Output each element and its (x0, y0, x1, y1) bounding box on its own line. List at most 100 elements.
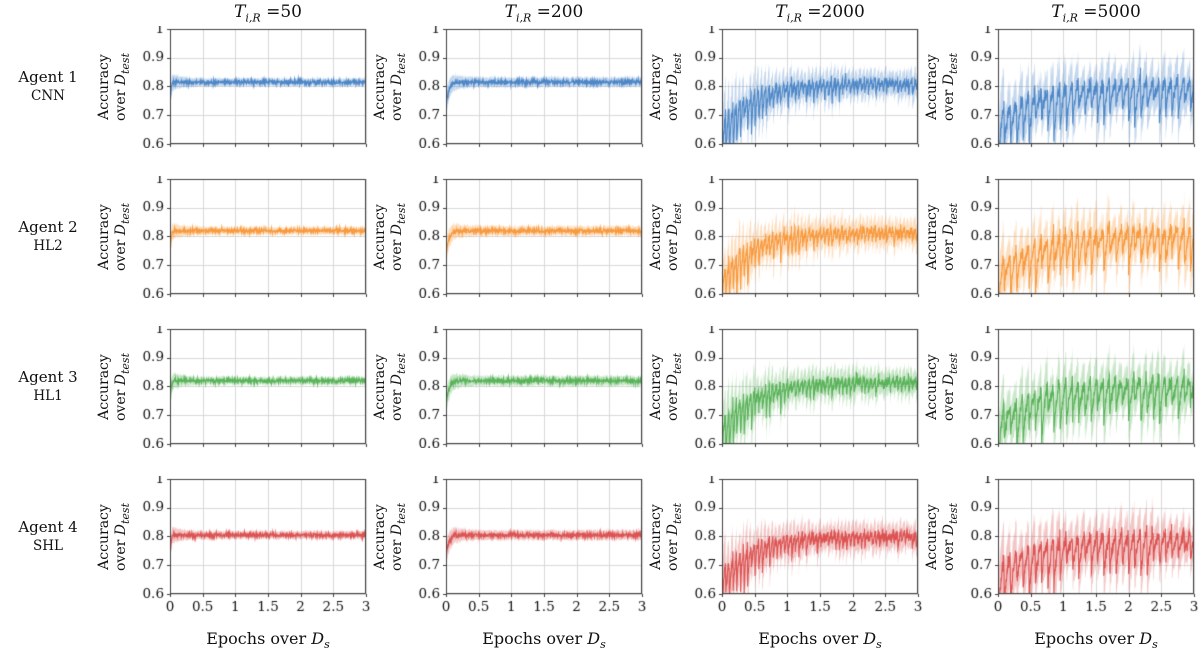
y-axis-label: Accuracy over Dtest (372, 326, 412, 448)
x-axis-label-col3: Epochs over Ds (758, 628, 882, 652)
subplot-agent4-T50: Accuracy over Dtest (96, 476, 372, 626)
script-D: D (113, 224, 129, 236)
y-label-line1: Accuracy (96, 354, 112, 420)
title-subscript: i,R (1062, 11, 1078, 25)
y-label-line1: Accuracy (96, 504, 112, 570)
y-label-line1: Accuracy (372, 54, 388, 120)
y-label-line2: over Dtest (941, 203, 960, 271)
y-axis-label: Accuracy over Dtest (924, 476, 964, 598)
script-D: D (389, 224, 405, 236)
plot-canvas-agent2-T50 (136, 176, 372, 298)
y-axis-label: Accuracy over Dtest (648, 26, 688, 148)
agent-row-3: Agent 3 HL1 Accuracy over Dtest Accuracy over… (0, 326, 1200, 448)
subplot-agent3-T200: Accuracy over Dtest (372, 326, 648, 448)
y-label-line1: Accuracy (372, 504, 388, 570)
column-title-T200: Ti,R =200 (372, 2, 648, 24)
y-label-line1: Accuracy (924, 204, 940, 270)
y-axis-label: Accuracy over Dtest (924, 326, 964, 448)
y-label-line2: over Dtest (389, 203, 408, 271)
script-D: D (587, 628, 601, 648)
subplot-agent3-T5000: Accuracy over Dtest (924, 326, 1200, 448)
agent-name: Agent 3 (18, 368, 78, 386)
x-axis-labels-row: Epochs over Ds Epochs over Ds Epochs over … (0, 626, 1200, 654)
script-D: D (941, 524, 957, 536)
x-axis-label-col2: Epochs over Ds (482, 628, 606, 652)
y-label-line1: Accuracy (648, 504, 664, 570)
title-subscript: i,R (515, 11, 532, 25)
y-label-line2: over Dtest (389, 503, 408, 571)
y-label-line1: Accuracy (648, 204, 664, 270)
plot-canvas-agent1-T50 (136, 26, 372, 148)
script-D: D (113, 374, 129, 386)
y-label-line1: Accuracy (924, 504, 940, 570)
script-D: D (113, 524, 129, 536)
y-label-line1: Accuracy (372, 354, 388, 420)
plot-canvas-agent3-T5000 (964, 326, 1200, 448)
subplot-agent4-T2000: Accuracy over Dtest (648, 476, 924, 626)
title-symbol: T (775, 1, 787, 22)
plot-canvas-agent2-T5000 (964, 176, 1200, 298)
title-value: =50 (266, 1, 302, 22)
y-label-line2: over Dtest (665, 203, 684, 271)
script-D: D (1139, 628, 1153, 648)
script-D: D (941, 74, 957, 86)
y-label-line2: over Dtest (665, 53, 684, 121)
subplot-agent2-T50: Accuracy over Dtest (96, 176, 372, 298)
title-value: =200 (536, 1, 584, 22)
agent-label-3: Agent 3 HL1 (0, 326, 96, 448)
title-value: =5000 (1083, 1, 1141, 22)
plot-canvas-agent2-T2000 (688, 176, 924, 298)
y-axis-label: Accuracy over Dtest (372, 26, 412, 148)
agent-row-4: Agent 4 SHL Accuracy over Dtest Accuracy over… (0, 476, 1200, 626)
subplot-agent4-T5000: Accuracy over Dtest (924, 476, 1200, 626)
agent-arch: HL1 (33, 388, 63, 404)
script-D: D (665, 524, 681, 536)
y-axis-label: Accuracy over Dtest (648, 176, 688, 298)
subplot-agent1-T2000: Accuracy over Dtest (648, 26, 924, 148)
script-D: D (389, 374, 405, 386)
y-axis-label: Accuracy over Dtest (96, 476, 136, 598)
title-symbol: T (1051, 1, 1063, 22)
x-axis-label-col4: Epochs over Ds (1034, 628, 1158, 652)
subplot-agent1-T5000: Accuracy over Dtest (924, 26, 1200, 148)
y-label-line1: Accuracy (924, 54, 940, 120)
column-title-T50: Ti,R =50 (96, 2, 372, 24)
y-axis-label: Accuracy over Dtest (96, 176, 136, 298)
y-label-line2: over Dtest (113, 353, 132, 421)
agent-label-2: Agent 2 HL2 (0, 176, 96, 298)
y-label-line2: over Dtest (113, 503, 132, 571)
agent-label-4: Agent 4 SHL (0, 476, 96, 598)
agent-row-1: Agent 1 CNN Accuracy over Dtest Accuracy over… (0, 26, 1200, 148)
y-axis-label: Accuracy over Dtest (924, 176, 964, 298)
column-titles-row: Ti,R =50 Ti,R =200 Ti,R =2000 Ti,R =5000 (0, 0, 1200, 26)
plot-canvas-agent3-T200 (412, 326, 648, 448)
y-label-line2: over Dtest (389, 353, 408, 421)
script-D: D (389, 74, 405, 86)
y-label-line2: over Dtest (941, 503, 960, 571)
script-D: D (665, 74, 681, 86)
x-axis-label-col1: Epochs over Ds (206, 628, 330, 652)
script-D: D (665, 224, 681, 236)
title-symbol: T (234, 1, 246, 22)
agent-name: Agent 1 (18, 68, 78, 86)
y-label-line2: over Dtest (941, 353, 960, 421)
subplot-agent1-T200: Accuracy over Dtest (372, 26, 648, 148)
script-D: D (665, 374, 681, 386)
y-axis-label: Accuracy over Dtest (648, 326, 688, 448)
subplot-agent3-T50: Accuracy over Dtest (96, 326, 372, 448)
script-D: D (941, 224, 957, 236)
y-label-line1: Accuracy (648, 54, 664, 120)
y-axis-label: Accuracy over Dtest (648, 476, 688, 598)
y-label-line1: Accuracy (372, 204, 388, 270)
y-label-line1: Accuracy (96, 54, 112, 120)
y-label-line1: Accuracy (96, 204, 112, 270)
column-title-T5000: Ti,R =5000 (924, 2, 1200, 24)
agent-name: Agent 2 (18, 218, 78, 236)
y-axis-label: Accuracy over Dtest (372, 176, 412, 298)
agent-row-2: Agent 2 HL2 Accuracy over Dtest Accuracy over… (0, 176, 1200, 298)
subplot-agent2-T2000: Accuracy over Dtest (648, 176, 924, 298)
y-axis-label: Accuracy over Dtest (372, 476, 412, 598)
agent-arch: CNN (31, 88, 65, 104)
subplot-agent1-T50: Accuracy over Dtest (96, 26, 372, 148)
